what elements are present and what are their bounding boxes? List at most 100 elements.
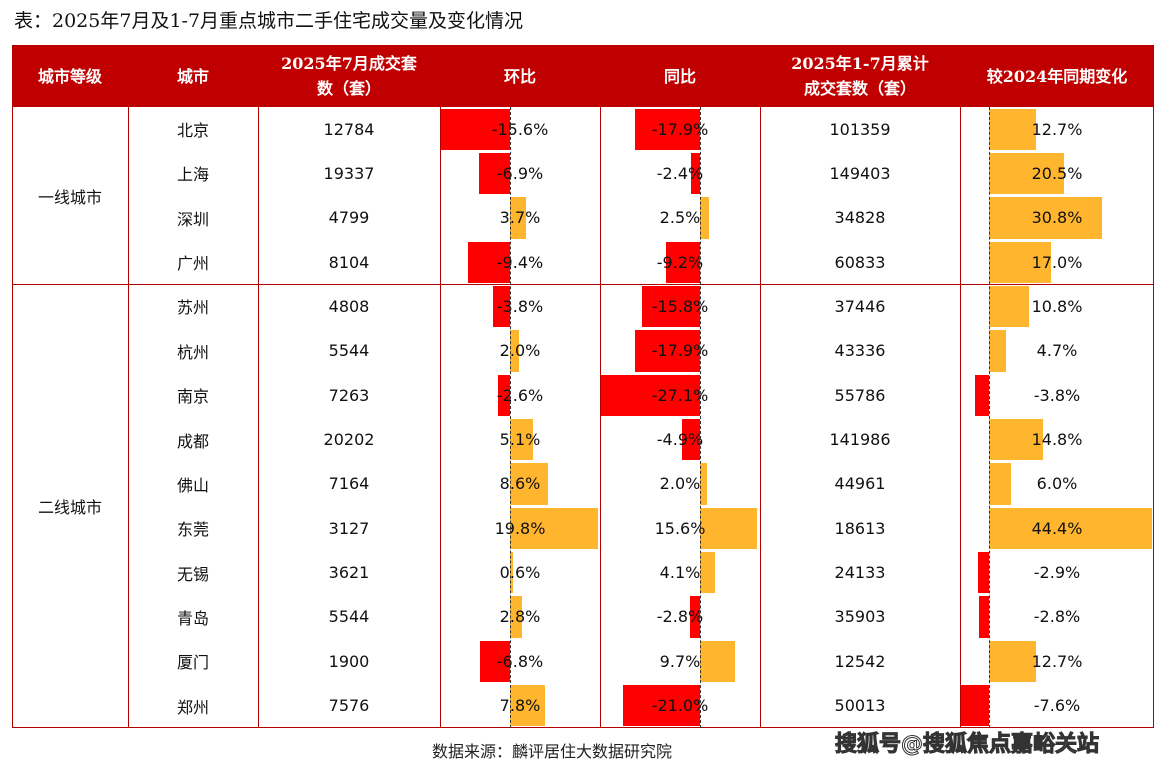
- ytd_chg-value: 20.5%: [1031, 163, 1083, 183]
- july-volume: 7263: [328, 385, 370, 405]
- column-divider: [960, 107, 961, 728]
- mom-value: -3.8%: [496, 296, 544, 316]
- mom-bar: [510, 330, 519, 372]
- ytd_chg-bar: [989, 507, 1152, 550]
- mom-value: 2.8%: [499, 607, 541, 627]
- ytd_chg-bar: [989, 197, 1103, 239]
- tier-divider: [12, 284, 1154, 286]
- ytd_chg-value: -2.9%: [1033, 563, 1081, 583]
- mom-bar: [510, 197, 527, 239]
- ytd-volume: 60833: [834, 252, 886, 272]
- header-row: [12, 45, 1154, 107]
- city-name: 北京: [176, 121, 209, 140]
- ytd_chg-value: 44.4%: [1031, 518, 1083, 538]
- mom-value: 19.8%: [494, 518, 546, 538]
- yoy-value: 2.5%: [659, 208, 701, 228]
- yoy-bar: [634, 330, 700, 372]
- column-divider: [440, 107, 441, 728]
- yoy-bar: [634, 108, 700, 150]
- ytd-volume: 43336: [834, 341, 886, 361]
- ytd_chg-value: 12.7%: [1031, 651, 1083, 671]
- ytd-volume: 37446: [834, 296, 886, 316]
- ytd_chg-value: 30.8%: [1031, 208, 1083, 228]
- tier-label: 一线城市: [37, 187, 102, 207]
- july-volume: 8104: [328, 252, 370, 272]
- ytd_chg-bar: [978, 596, 989, 638]
- ytd_chg-bar: [989, 108, 1036, 150]
- mom-value: -15.6%: [491, 119, 549, 139]
- mom-bar: [479, 152, 510, 195]
- city-name: 上海: [176, 165, 209, 185]
- july-volume: 1900: [328, 651, 370, 671]
- mom-bar: [493, 285, 510, 328]
- column-divider: [258, 107, 259, 728]
- mom-value: -6.8%: [496, 651, 544, 671]
- mom-bar: [510, 685, 545, 727]
- mom-value: 8.6%: [499, 474, 541, 494]
- ytd_chg-value: -7.6%: [1033, 696, 1081, 716]
- yoy-value: 15.6%: [654, 518, 706, 538]
- yoy-value: -17.9%: [651, 119, 709, 139]
- ytd-volume: 24133: [834, 563, 886, 583]
- header-city: 城市: [176, 66, 209, 86]
- mom-bar: [440, 108, 510, 150]
- july-volume: 5544: [328, 341, 370, 361]
- header-ytd: 2025年1-7月累计成交套数（套）: [791, 54, 929, 98]
- yoy-bar: [689, 596, 700, 638]
- yoy-value: -27.1%: [651, 385, 709, 405]
- ytd_chg-value: 17.0%: [1031, 252, 1083, 272]
- mom-bar: [498, 374, 510, 416]
- yoy-value: -15.8%: [651, 296, 709, 316]
- city-name: 深圳: [176, 209, 209, 229]
- yoy-bar: [601, 374, 700, 416]
- yoy-bar: [700, 640, 736, 683]
- city-name: 无锡: [176, 564, 209, 584]
- yoy-bar: [700, 552, 715, 594]
- city-name: 郑州: [176, 697, 209, 717]
- july-volume: 20202: [323, 430, 375, 449]
- yoy-bar: [691, 152, 700, 195]
- mom-bar: [468, 241, 510, 283]
- city-name: 东莞: [176, 520, 209, 540]
- source-note: 数据来源：麟评居住大数据研究院: [432, 742, 673, 761]
- ytd_chg-value: 6.0%: [1036, 474, 1078, 494]
- ytd_chg-value: -3.8%: [1033, 385, 1081, 405]
- city-name: 杭州: [176, 342, 209, 362]
- ytd-volume: 34828: [834, 208, 886, 228]
- table-title: 表：2025年7月及1-7月重点城市二手住宅成交量及变化情况: [14, 10, 524, 32]
- zero-axis-line: [510, 107, 511, 728]
- yoy-value: -17.9%: [651, 341, 709, 361]
- ytd_chg-bar: [978, 552, 989, 594]
- yoy-value: -21.0%: [651, 696, 709, 716]
- ytd_chg-bar: [989, 241, 1052, 283]
- yoy-bar: [700, 463, 708, 505]
- july-volume: 3127: [328, 518, 370, 538]
- zero-axis-line: [700, 107, 701, 728]
- yoy-bar: [642, 285, 700, 328]
- ytd_chg-bar: [989, 419, 1044, 461]
- ytd-volume: 44961: [834, 474, 886, 494]
- yoy-bar: [666, 241, 700, 283]
- mom-bar: [510, 463, 549, 505]
- data-table: [12, 45, 1154, 728]
- mom-bar: [510, 596, 523, 638]
- ytd_chg-value: 10.8%: [1031, 296, 1083, 316]
- yoy-bar: [682, 419, 700, 461]
- yoy-value: -4.9%: [656, 430, 704, 449]
- ytd_chg-value: 14.8%: [1031, 430, 1083, 449]
- city-name: 成都: [176, 431, 209, 451]
- mom-value: 5.1%: [499, 430, 541, 449]
- ytd_chg-bar: [975, 374, 989, 416]
- column-divider: [760, 107, 761, 728]
- header-july: 2025年7月成交套数（套）: [281, 54, 417, 98]
- header-yoy: 同比: [663, 66, 696, 86]
- mom-value: 0.6%: [499, 563, 541, 583]
- yoy-bar: [700, 507, 757, 550]
- yoy-value: 9.7%: [659, 651, 701, 671]
- july-volume: 7164: [328, 474, 370, 494]
- ytd-volume: 50013: [834, 696, 886, 716]
- ytd_chg-value: 4.7%: [1036, 341, 1078, 361]
- mom-bar: [510, 419, 533, 461]
- yoy-value: 2.0%: [659, 474, 701, 494]
- tier-label: 二线城市: [37, 498, 102, 518]
